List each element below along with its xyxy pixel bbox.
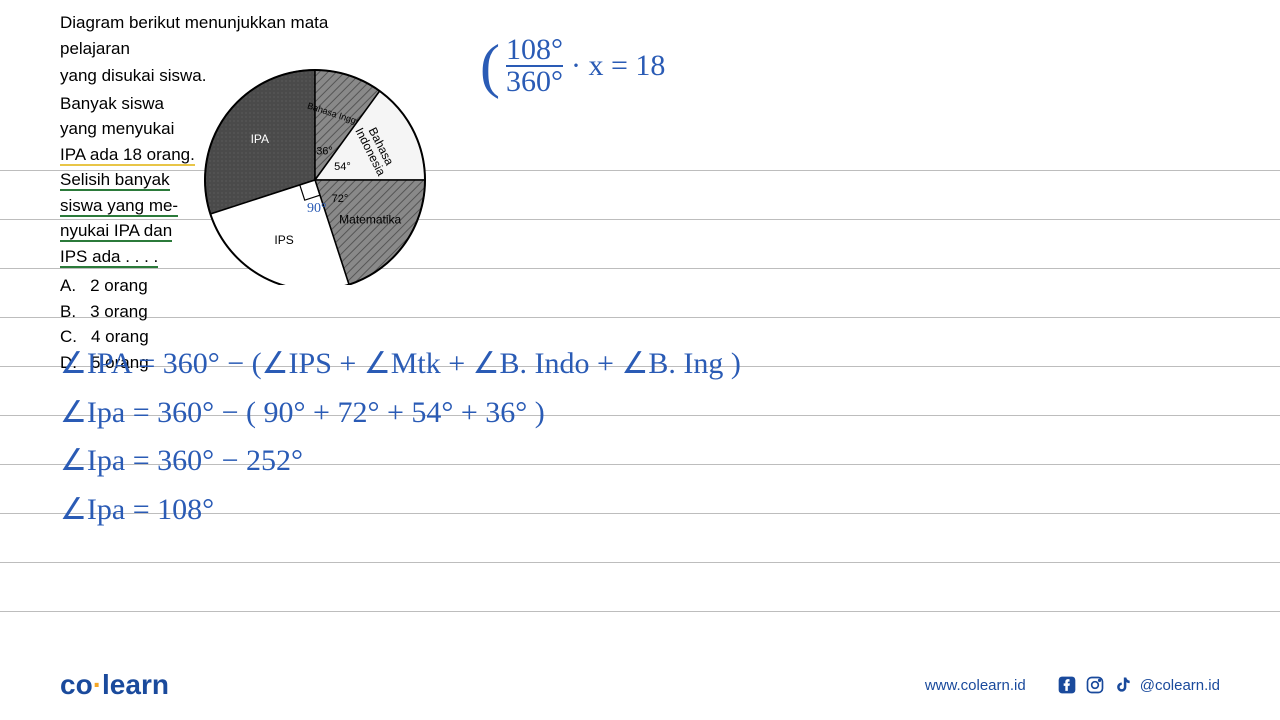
denominator: 360° [506, 67, 563, 97]
problem-line: IPS ada . . . . [60, 244, 195, 270]
problem-line: Diagram berikut menunjukkan mata pelajar… [60, 10, 380, 61]
footer: co·learn www.colearn.id @colearn.id [0, 660, 1280, 710]
instagram-icon[interactable] [1084, 674, 1106, 696]
answer-label: B. [60, 299, 76, 325]
equation-rest: · x = 18 [571, 49, 665, 83]
logo-co: co [60, 669, 93, 700]
social-handle: @colearn.id [1140, 677, 1220, 694]
pie-chart: IPABahasa Inggris36°BahasaIndonesia54°Ma… [200, 55, 430, 285]
problem-line: Selisih banyak [60, 167, 195, 193]
svg-text:72°: 72° [332, 193, 349, 205]
problem-narrow-col: Banyak siswa yang menyukai IPA ada 18 or… [60, 91, 195, 376]
work-line: ∠IPA = 360° − (∠IPS + ∠Mtk + ∠B. Indo + … [60, 340, 741, 389]
numerator: 108° [506, 35, 563, 65]
logo-dot: · [93, 669, 102, 700]
problem-line: siswa yang me- [60, 193, 195, 219]
svg-text:IPA: IPA [251, 132, 269, 146]
answer-text: 3 orang [90, 299, 148, 325]
content-area: Diagram berikut menunjukkan mata pelajar… [60, 10, 1220, 650]
problem-line: Banyak siswa [60, 91, 195, 117]
logo-learn: learn [102, 669, 169, 700]
problem-line: IPA ada 18 orang. [60, 142, 195, 168]
website-link[interactable]: www.colearn.id [925, 677, 1026, 694]
answer-label: A. [60, 273, 76, 299]
problem-line: nyukai IPA dan [60, 218, 195, 244]
handwritten-work: ∠IPA = 360° − (∠IPS + ∠Mtk + ∠B. Indo + … [60, 340, 741, 534]
svg-text:90°: 90° [307, 201, 327, 216]
footer-right: www.colearn.id @colearn.id [925, 674, 1220, 696]
handwritten-equation-top: ( 108° 360° · x = 18 [480, 35, 665, 97]
facebook-icon[interactable] [1056, 674, 1078, 696]
svg-text:54°: 54° [334, 161, 351, 173]
svg-text:36°: 36° [316, 146, 333, 158]
answer-text: 2 orang [90, 273, 148, 299]
tiktok-icon[interactable] [1112, 674, 1134, 696]
work-line: ∠Ipa = 360° − 252° [60, 437, 741, 486]
problem-line: yang menyukai [60, 116, 195, 142]
work-line: ∠Ipa = 360° − ( 90° + 72° + 54° + 36° ) [60, 389, 741, 438]
paren-icon: ( [480, 42, 500, 90]
logo: co·learn [60, 669, 169, 701]
svg-text:IPS: IPS [274, 233, 293, 247]
socials: @colearn.id [1056, 674, 1220, 696]
fraction: 108° 360° [506, 35, 563, 97]
svg-text:Matematika: Matematika [339, 212, 401, 226]
work-line: ∠Ipa = 108° [60, 486, 741, 535]
